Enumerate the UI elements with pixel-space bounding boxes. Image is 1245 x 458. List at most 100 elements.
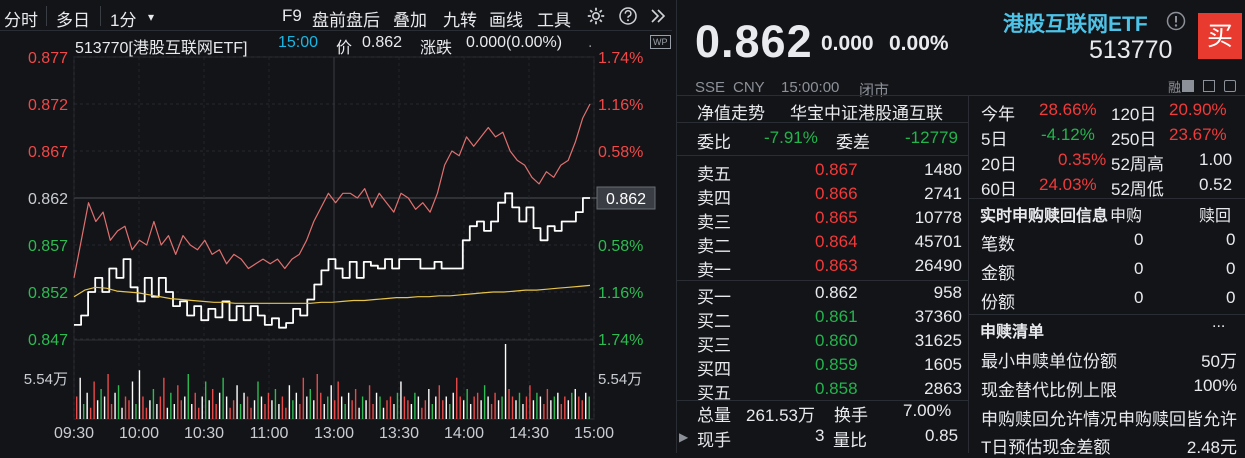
volume-bar: [271, 400, 273, 419]
volume-bar: [483, 385, 486, 419]
level-qty: 2741: [924, 184, 962, 203]
period-label: 52周高: [1111, 155, 1164, 174]
weibi-label: 委比: [697, 133, 731, 152]
buy-button[interactable]: 买: [1198, 13, 1242, 59]
volume-bar: [184, 396, 186, 419]
volume-bar: [578, 396, 580, 419]
divider: [968, 95, 969, 453]
corner-badge: WP: [650, 35, 671, 49]
header-change-label: 涨跌: [420, 40, 453, 57]
volume-bar: [497, 400, 500, 419]
volume-ratio-value: 0.85: [925, 426, 959, 445]
tab-timeshare[interactable]: 分时: [4, 11, 38, 30]
x-tick-label: 10:00: [119, 425, 159, 442]
volume-bar: [382, 407, 385, 419]
volume-bar: [522, 404, 524, 419]
premarket-button[interactable]: 盘前盘后: [312, 11, 380, 30]
redemption-label: 申购赎回允许情况: [981, 410, 1117, 429]
divider: [100, 6, 101, 26]
divider: [677, 95, 1245, 96]
x-tick-label: 13:00: [314, 425, 354, 442]
tools-button[interactable]: 工具: [537, 11, 571, 30]
double-chevron-right-icon[interactable]: [650, 8, 666, 24]
volume-bar: [257, 381, 259, 419]
level-qty: 1605: [924, 355, 962, 374]
tab-nav-trend[interactable]: 净值走势: [697, 104, 765, 123]
volume-bar: [330, 385, 332, 419]
level-label: 卖五: [697, 165, 731, 184]
nine-turn-button[interactable]: 九转: [443, 11, 477, 30]
weicha-value: -12779: [905, 128, 958, 147]
volume-bar: [421, 407, 423, 419]
volume-bar: [211, 389, 214, 419]
tab-index-name[interactable]: 华宝中证港股通互联: [790, 104, 943, 123]
y-tick-label: 0.877: [28, 50, 68, 67]
info-icon[interactable]: [1166, 11, 1186, 31]
level-price: 0.866: [815, 184, 858, 203]
y-tick-label-pct: 0.58%: [598, 144, 643, 161]
period-return: 0.35%: [1058, 150, 1107, 169]
security-name[interactable]: 港股互联网ETF: [1003, 13, 1148, 36]
draw-line-button[interactable]: 画线: [489, 11, 523, 30]
volume-bar: [567, 400, 569, 419]
question-icon[interactable]: [618, 6, 638, 26]
header-time: 15:00: [278, 34, 319, 51]
volume-bar: [361, 396, 364, 419]
copy-icon[interactable]: [1203, 80, 1215, 92]
volume-bar: [208, 400, 210, 419]
overlay-button[interactable]: 叠加: [393, 11, 427, 30]
volume-bar: [145, 407, 148, 419]
volume-bar: [494, 392, 496, 419]
market-status: 闭市: [859, 82, 890, 99]
volume-bar: [393, 404, 395, 419]
y-tick-label: 0.862: [28, 191, 68, 208]
panel-divider: [676, 0, 677, 453]
last-price: 0.862: [695, 16, 813, 67]
f9-button[interactable]: F9: [282, 6, 302, 25]
volume-ratio-label: 量比: [833, 431, 867, 450]
volume-bar: [135, 404, 137, 419]
volume-bar: [396, 392, 399, 419]
x-tick-label: 14:00: [444, 425, 484, 442]
volume-bar: [327, 396, 329, 419]
period-select[interactable]: 1分: [110, 11, 137, 30]
y-tick-label: 0.872: [28, 97, 68, 114]
chevron-down-icon[interactable]: ▾: [148, 10, 155, 24]
change-percent: 0.00%: [889, 32, 949, 55]
volume-bar: [351, 400, 353, 419]
volume-bar: [173, 404, 176, 419]
redemption-list-title: 申赎清单: [980, 324, 1045, 341]
level-qty: 958: [933, 283, 962, 302]
volume-bar: [574, 389, 576, 419]
share-icon[interactable]: [1224, 80, 1236, 92]
volume-bar: [232, 400, 235, 419]
volume-bar: [299, 404, 301, 419]
volume-bar: [490, 404, 493, 419]
gear-icon[interactable]: [586, 6, 606, 26]
period-return: 24.03%: [1039, 175, 1097, 194]
level-price: 0.858: [815, 379, 858, 398]
volume-bar: [205, 381, 207, 419]
volume-bar: [218, 392, 221, 419]
volume-bar: [281, 396, 284, 419]
volume-bar: [414, 392, 416, 419]
period-label: 20日: [981, 155, 1017, 174]
divider: [677, 400, 968, 401]
more-button[interactable]: ...: [1212, 314, 1226, 331]
level-qty: 26490: [914, 256, 962, 275]
volume-bar: [473, 396, 475, 419]
volume-bar: [152, 389, 155, 419]
volume-bar: [487, 396, 489, 419]
volume-bar: [438, 385, 440, 419]
series-line-reference: [73, 103, 591, 279]
security-code: 513770: [1089, 36, 1173, 64]
edit-icon[interactable]: [1182, 80, 1194, 92]
turnover-value: 7.00%: [903, 401, 952, 420]
tab-multiday[interactable]: 多日: [56, 11, 90, 30]
level-label: 买四: [697, 360, 731, 379]
period-label: 52周低: [1111, 180, 1164, 199]
y-tick-label-pct: 1.74%: [598, 50, 643, 67]
expand-arrow-icon[interactable]: ▶: [679, 430, 689, 444]
header-price: 0.862: [362, 34, 403, 51]
intraday-chart: 513770[港股互联网ETF] 15:00 价 0.862 涨跌 0.000(…: [24, 34, 671, 442]
